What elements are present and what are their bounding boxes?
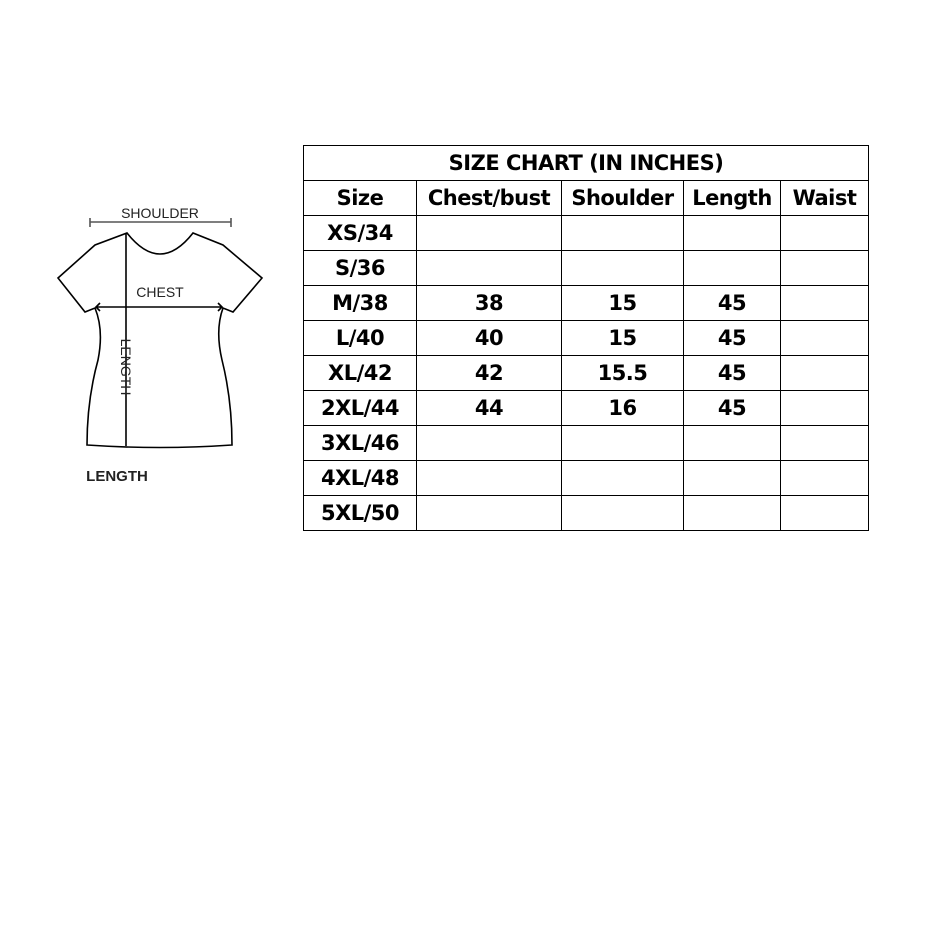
measurement-cell bbox=[416, 460, 562, 496]
size-cell: 4XL/48 bbox=[303, 460, 417, 496]
column-header: Waist bbox=[780, 180, 869, 216]
shoulder-measure-line bbox=[89, 218, 232, 227]
size-chart-table: SIZE CHART (IN INCHES) Size Chest/bust Sho… bbox=[303, 145, 869, 531]
measurement-cell bbox=[683, 495, 781, 531]
chest-measure-arrow bbox=[94, 302, 224, 312]
measurement-cell: 42 bbox=[416, 355, 562, 391]
table-row: L/40 40 15 45 bbox=[303, 320, 869, 356]
measurement-cell bbox=[561, 425, 684, 461]
measurement-cell bbox=[416, 495, 562, 531]
measurement-cell bbox=[416, 250, 562, 286]
size-cell: 3XL/46 bbox=[303, 425, 417, 461]
measurement-cell bbox=[683, 425, 781, 461]
header-row: Size Chest/bust Shoulder Length Waist bbox=[303, 180, 869, 216]
table-row: 3XL/46 bbox=[303, 425, 869, 461]
tshirt-measurement-diagram: SHOULDER CHEST LENGTH LENGTH bbox=[56, 205, 264, 485]
size-cell: XS/34 bbox=[303, 215, 417, 251]
table-row: 4XL/48 bbox=[303, 460, 869, 496]
measurement-cell bbox=[416, 425, 562, 461]
column-header: Size bbox=[303, 180, 417, 216]
column-header: Length bbox=[683, 180, 781, 216]
shoulder-label: SHOULDER bbox=[121, 205, 199, 221]
measurement-cell bbox=[561, 460, 684, 496]
measurement-cell bbox=[683, 250, 781, 286]
measurement-cell: 15 bbox=[561, 320, 684, 356]
measurement-cell bbox=[780, 215, 869, 251]
size-cell: M/38 bbox=[303, 285, 417, 321]
measurement-cell bbox=[561, 250, 684, 286]
measurement-cell bbox=[780, 250, 869, 286]
measurement-cell bbox=[561, 495, 684, 531]
measurement-cell: 40 bbox=[416, 320, 562, 356]
measurement-cell bbox=[780, 460, 869, 496]
measurement-cell bbox=[780, 390, 869, 426]
measurement-cell bbox=[683, 215, 781, 251]
length-caption: LENGTH bbox=[86, 468, 148, 485]
table-row: 5XL/50 bbox=[303, 495, 869, 531]
measurement-cell bbox=[416, 215, 562, 251]
measurement-cell: 45 bbox=[683, 390, 781, 426]
measurement-cell: 45 bbox=[683, 285, 781, 321]
column-header: Shoulder bbox=[561, 180, 684, 216]
table-row: S/36 bbox=[303, 250, 869, 286]
measurement-cell bbox=[780, 320, 869, 356]
measurement-cell: 44 bbox=[416, 390, 562, 426]
measurement-cell: 16 bbox=[561, 390, 684, 426]
size-cell: XL/42 bbox=[303, 355, 417, 391]
table-row: XS/34 bbox=[303, 215, 869, 251]
measurement-cell bbox=[683, 460, 781, 496]
size-chart-title: SIZE CHART (IN INCHES) bbox=[303, 145, 869, 181]
table-row: XL/42 42 15.5 45 bbox=[303, 355, 869, 391]
length-vertical-label: LENGTH bbox=[118, 339, 134, 396]
measurement-cell: 15 bbox=[561, 285, 684, 321]
measurement-cell bbox=[780, 285, 869, 321]
measurement-cell bbox=[780, 425, 869, 461]
measurement-cell: 45 bbox=[683, 320, 781, 356]
size-cell: S/36 bbox=[303, 250, 417, 286]
table-row: 2XL/44 44 16 45 bbox=[303, 390, 869, 426]
size-cell: L/40 bbox=[303, 320, 417, 356]
table-row: M/38 38 15 45 bbox=[303, 285, 869, 321]
measurement-cell: 38 bbox=[416, 285, 562, 321]
measurement-cell bbox=[780, 355, 869, 391]
tshirt-outline bbox=[56, 232, 264, 449]
measurement-cell: 45 bbox=[683, 355, 781, 391]
chest-label: CHEST bbox=[136, 284, 184, 300]
size-cell: 2XL/44 bbox=[303, 390, 417, 426]
column-header: Chest/bust bbox=[416, 180, 562, 216]
measurement-cell: 15.5 bbox=[561, 355, 684, 391]
measurement-cell bbox=[780, 495, 869, 531]
measurement-cell bbox=[561, 215, 684, 251]
size-cell: 5XL/50 bbox=[303, 495, 417, 531]
